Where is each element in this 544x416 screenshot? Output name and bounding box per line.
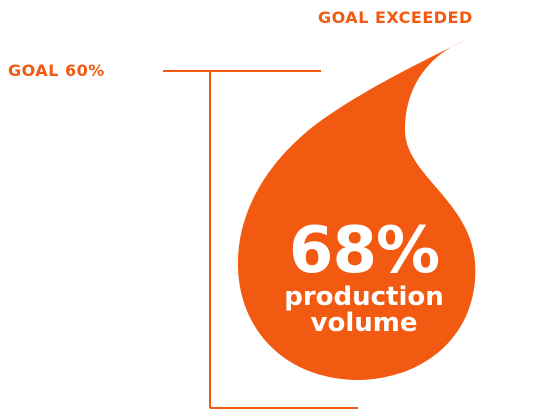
goal-label: GOAL 60% [8, 61, 105, 80]
droplet-text: 68% production volume [258, 218, 470, 336]
droplet-shape [237, 40, 476, 380]
value-label: 68% [288, 214, 440, 288]
description-line-2: volume [310, 308, 418, 338]
description-line-1: production [284, 282, 444, 312]
goal-exceeded-label: GOAL EXCEEDED [318, 8, 473, 27]
